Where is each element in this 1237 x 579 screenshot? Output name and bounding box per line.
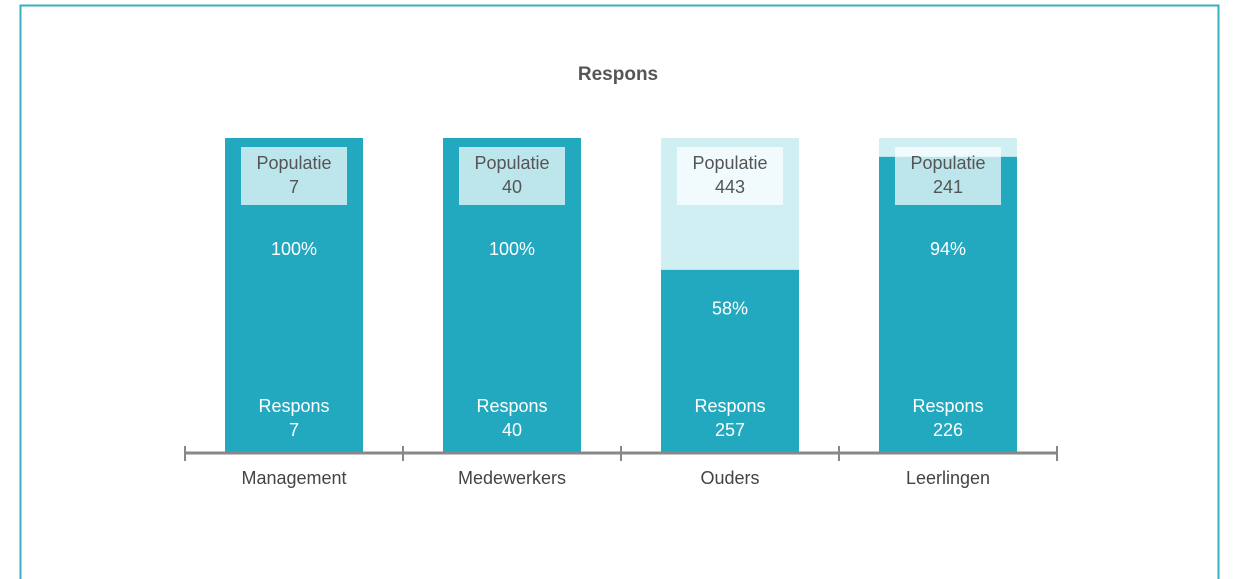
population-name: Populatie <box>256 153 331 173</box>
population-label-box <box>677 147 783 205</box>
population-name: Populatie <box>692 153 767 173</box>
population-label-box <box>895 147 1001 205</box>
percent-label: 94% <box>930 239 966 259</box>
response-name: Respons <box>258 396 329 416</box>
population-value: 7 <box>289 177 299 197</box>
response-value: 257 <box>715 420 745 440</box>
response-name: Respons <box>694 396 765 416</box>
response-name: Respons <box>912 396 983 416</box>
x-tick-label: Ouders <box>700 468 759 488</box>
percent-label: 58% <box>712 299 748 319</box>
percent-label: 100% <box>489 239 535 259</box>
response-bar <box>661 269 799 452</box>
population-name: Populatie <box>474 153 549 173</box>
x-axis <box>184 446 1058 461</box>
x-tick-label: Management <box>241 468 346 488</box>
response-name: Respons <box>476 396 547 416</box>
population-name: Populatie <box>910 153 985 173</box>
x-tick-label: Leerlingen <box>906 468 990 488</box>
frame <box>19 4 1220 579</box>
population-label-box <box>241 147 347 205</box>
population-value: 241 <box>933 177 963 197</box>
population-value: 443 <box>715 177 745 197</box>
response-bar <box>879 156 1017 452</box>
population-value: 40 <box>502 177 522 197</box>
x-tick-label: Medewerkers <box>458 468 566 488</box>
response-value: 226 <box>933 420 963 440</box>
percent-label: 100% <box>271 239 317 259</box>
response-value: 7 <box>289 420 299 440</box>
population-label-box <box>459 147 565 205</box>
chart-title: Respons <box>578 64 658 85</box>
response-value: 40 <box>502 420 522 440</box>
